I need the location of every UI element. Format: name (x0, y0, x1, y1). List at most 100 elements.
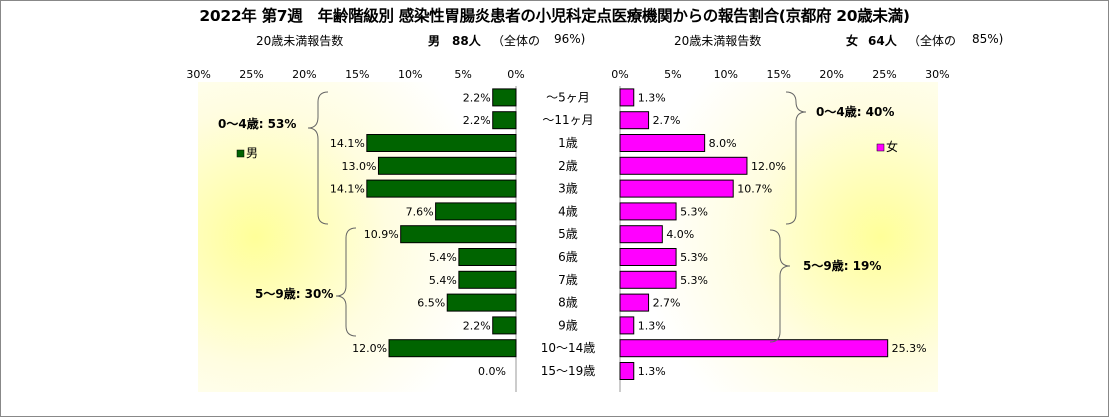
age-category-label: 15～19歳 (541, 364, 596, 378)
left-x-tick-label: 5% (454, 68, 471, 81)
male-value-label: 10.9% (364, 228, 399, 241)
right-x-tick-label: 0% (611, 68, 628, 81)
right-x-tick-label: 25% (872, 68, 896, 81)
female-0-4-annotation: 0～4歳: 40% (816, 104, 894, 119)
female-value-label: 10.7% (737, 183, 772, 196)
female-bar (619, 293, 650, 312)
female-bar (619, 248, 677, 266)
age-category-label: 9歳 (558, 318, 578, 332)
left-sex-label: 男 (428, 34, 441, 48)
age-category-label: 8歳 (558, 296, 578, 310)
male-bar (458, 270, 517, 289)
male-value-label: 7.6% (406, 205, 434, 218)
age-category-label: 3歳 (558, 182, 578, 196)
left-x-tick-label: 25% (239, 68, 263, 81)
age-category-label: 10～14歳 (541, 341, 596, 355)
age-category-label: 5歳 (558, 227, 578, 241)
left-x-tick-label: 0% (507, 68, 524, 81)
male-bar (435, 202, 517, 221)
left-x-tick-label: 10% (398, 68, 422, 81)
right-x-tick-label: 30% (925, 68, 949, 81)
right-sex-label: 女 (846, 34, 859, 48)
female-value-label: 5.3% (680, 205, 708, 218)
right-x-tick-label: 20% (819, 68, 843, 81)
male-0-4-bracket (307, 91, 329, 225)
male-value-label: 14.1% (330, 183, 365, 196)
female-value-label: 2.7% (653, 297, 681, 310)
female-value-label: 5.3% (680, 251, 708, 264)
female-bar (619, 134, 706, 152)
male-value-label: 6.5% (417, 297, 445, 310)
male-bar (366, 134, 517, 152)
age-category-label: 6歳 (558, 250, 578, 264)
left-report-count: 88人 (452, 34, 481, 48)
male-0-4-annotation: 0～4歳: 53% (218, 116, 296, 131)
left-share-label: （全体の (492, 34, 541, 48)
female-value-label: 4.0% (666, 228, 694, 241)
legend-female-swatch (876, 143, 885, 152)
female-value-label: 8.0% (709, 137, 737, 150)
female-value-label: 1.3% (638, 365, 666, 378)
female-bar (619, 316, 635, 335)
male-bar (400, 225, 517, 244)
right-share-label: （全体の (908, 34, 957, 48)
age-category-label: ～5ヶ月 (546, 90, 590, 104)
male-value-label: 13.0% (342, 160, 377, 173)
legend-male-label: 男 (246, 146, 258, 160)
age-category-label: 7歳 (558, 273, 578, 287)
male-value-label: 0.0% (478, 365, 506, 378)
female-5-9-bracket (769, 229, 791, 343)
female-value-label: 1.3% (638, 91, 666, 104)
right-report-count: 64人 (868, 34, 897, 48)
left-share-value: 96%) (554, 32, 586, 46)
female-value-label: 1.3% (638, 319, 666, 332)
male-value-label: 14.1% (330, 137, 365, 150)
female-bar (619, 270, 677, 289)
female-bar (619, 362, 635, 380)
female-value-label: 5.3% (680, 274, 708, 287)
male-bar (446, 293, 517, 312)
legend-female-label: 女 (886, 139, 898, 154)
female-value-label: 25.3% (892, 342, 927, 355)
male-value-label: 12.0% (352, 342, 387, 355)
age-category-label: 1歳 (558, 136, 578, 150)
female-value-label: 2.7% (653, 114, 681, 127)
female-bar (619, 225, 663, 244)
male-value-label: 2.2% (463, 91, 491, 104)
male-bar (458, 248, 517, 266)
left-report-caption: 20歳未満報告数 (256, 34, 344, 48)
female-bar (619, 339, 889, 358)
female-0-4-bracket (785, 91, 807, 225)
male-5-9-annotation: 5～9歳: 30% (255, 286, 333, 301)
male-bar (492, 88, 517, 107)
right-share-value: 85%) (972, 32, 1004, 46)
left-x-tick-label: 20% (292, 68, 316, 81)
right-report-caption: 20歳未満報告数 (674, 34, 762, 48)
male-value-label: 2.2% (463, 319, 491, 332)
female-bar (619, 111, 650, 130)
female-bar (619, 202, 677, 221)
female-bar (619, 156, 748, 175)
legend-male: 男 (236, 146, 258, 160)
male-bar (492, 316, 517, 335)
female-bar (619, 88, 635, 107)
age-category-label: 4歳 (558, 204, 578, 218)
male-bar (366, 179, 517, 198)
male-bar (492, 111, 517, 130)
left-x-tick-label: 30% (186, 68, 210, 81)
male-5-9-bracket (335, 227, 357, 337)
male-value-label: 5.4% (429, 251, 457, 264)
right-x-tick-label: 5% (664, 68, 681, 81)
male-bar (377, 156, 517, 175)
legend-female: 女 (876, 139, 898, 154)
right-x-tick-label: 10% (714, 68, 738, 81)
left-x-tick-label: 15% (345, 68, 369, 81)
chart-title: 2022年 第7週 年齢階級別 感染性胃腸炎患者の小児科定点医療機関からの報告割… (199, 7, 910, 25)
male-value-label: 5.4% (429, 274, 457, 287)
female-value-label: 12.0% (751, 160, 786, 173)
age-category-label: 2歳 (558, 159, 578, 173)
female-5-9-annotation: 5～9歳: 19% (803, 258, 881, 273)
right-x-tick-label: 15% (766, 68, 790, 81)
legend-male-swatch (236, 149, 245, 158)
